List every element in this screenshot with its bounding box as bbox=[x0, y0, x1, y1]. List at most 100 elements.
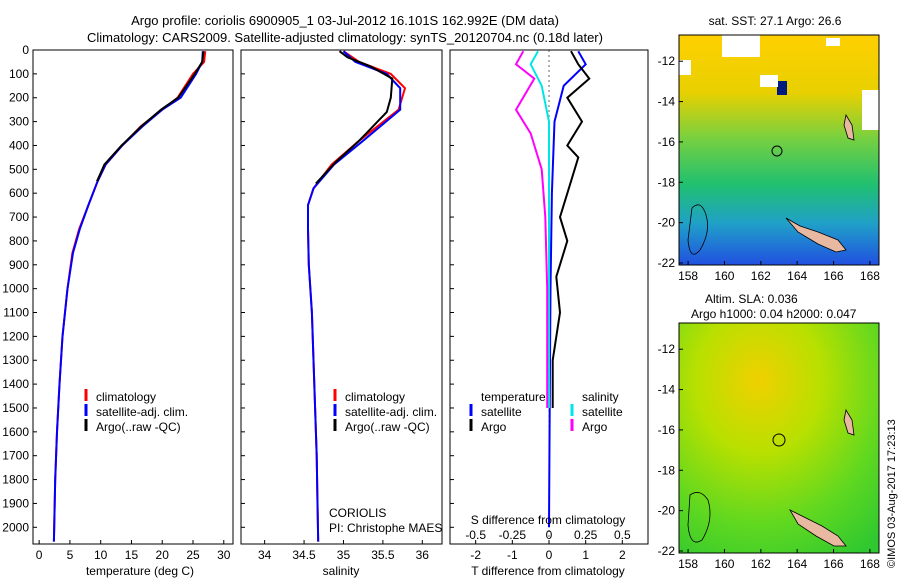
sal-x-tick-label: 36 bbox=[416, 548, 430, 562]
diff-legend-sal-satellite: satellite bbox=[582, 405, 623, 419]
diff-legend-salinity-title: salinity bbox=[582, 390, 619, 404]
land-mask-patch bbox=[862, 90, 879, 130]
vanuatu-coast bbox=[843, 408, 855, 436]
map-y-tick-label: -20 bbox=[658, 216, 676, 230]
temperature-axis-label: temperature (deg C) bbox=[86, 564, 194, 578]
map-y-tick-label: -18 bbox=[658, 463, 676, 477]
diff-x-tick-label: 2 bbox=[619, 548, 626, 562]
new-caledonia-coast bbox=[788, 509, 847, 547]
temp-legend-satellite: satellite-adj. clim. bbox=[96, 405, 188, 419]
imos-credit: ©IMOS 03-Aug-2017 17:23:13 bbox=[886, 419, 898, 568]
map-x-tick-label: 166 bbox=[824, 269, 844, 283]
land-mask-patch bbox=[760, 75, 778, 87]
diff-top-tick-label: -0.25 bbox=[499, 528, 527, 542]
annotation-pi: PI: Christophe MAES bbox=[329, 521, 442, 535]
diff-top-tick-label: 0.25 bbox=[574, 528, 598, 542]
depth-tick-label: 300 bbox=[9, 115, 29, 129]
depth-tick-label: 200 bbox=[9, 91, 29, 105]
map-y-tick-label: -16 bbox=[658, 423, 676, 437]
map-x-tick-label: 166 bbox=[824, 557, 844, 571]
diff-x-tick-label: -2 bbox=[470, 548, 481, 562]
temp-x-tick-label: 0 bbox=[36, 548, 43, 562]
map-y-tick-label: -12 bbox=[658, 54, 676, 68]
depth-tick-label: 600 bbox=[9, 186, 29, 200]
bathymetry-contour bbox=[687, 492, 711, 543]
sal-plot-frame bbox=[240, 49, 443, 545]
map-x-tick-label: 158 bbox=[678, 557, 698, 571]
map-y-tick-label: -16 bbox=[658, 135, 676, 149]
sla-map-frame bbox=[678, 322, 880, 554]
diff-series-line-0 bbox=[548, 50, 587, 528]
depth-tick-label: 1200 bbox=[2, 329, 29, 343]
sal-series-line-0 bbox=[307, 50, 407, 542]
diff-legend-temp-satellite: satellite bbox=[481, 405, 522, 419]
sst-map-title: sat. SST: 27.1 Argo: 26.6 bbox=[709, 14, 842, 28]
diff-x-tick-label: -1 bbox=[507, 548, 518, 562]
depth-tick-label: 1700 bbox=[2, 449, 29, 463]
vanuatu-coast bbox=[843, 113, 855, 141]
map-x-tick-label: 164 bbox=[787, 557, 807, 571]
figure-title-line2: Climatology: CARS2009. Satellite-adjuste… bbox=[87, 30, 603, 45]
argo-location-marker bbox=[771, 145, 783, 157]
temp-x-tick-label: 10 bbox=[94, 548, 108, 562]
map-y-tick-label: -22 bbox=[658, 256, 676, 270]
diff-legend-temperature-title: temperature bbox=[481, 390, 546, 404]
land-mask-patch bbox=[826, 38, 840, 46]
map-x-tick-label: 168 bbox=[860, 269, 880, 283]
depth-tick-label: 500 bbox=[9, 162, 29, 176]
diff-series-line-1 bbox=[551, 50, 591, 408]
temp-legend-climatology: climatology bbox=[96, 390, 156, 404]
sal-legend-argo: Argo(..raw -QC) bbox=[345, 420, 430, 434]
diff-legend-temp-argo: Argo bbox=[481, 420, 507, 434]
depth-tick-label: 400 bbox=[9, 138, 29, 152]
sst-cold-patch bbox=[777, 81, 787, 95]
diff-top-tick-label: 0.5 bbox=[614, 528, 631, 542]
depth-tick-label: 700 bbox=[9, 210, 29, 224]
salinity-axis-label: salinity bbox=[323, 564, 360, 578]
depth-tick-label: 1400 bbox=[2, 377, 29, 391]
sla-map bbox=[678, 322, 880, 554]
difference-profile-panel: -2 -1 0 1 2-0.5 -0.25 0 0.25 0.5 bbox=[449, 49, 649, 562]
land-mask-patch bbox=[722, 35, 760, 57]
map-x-tick-label: 160 bbox=[714, 269, 734, 283]
depth-tick-label: 1600 bbox=[2, 425, 29, 439]
depth-tick-label: 1800 bbox=[2, 473, 29, 487]
t-difference-axis-label: T difference from climatology bbox=[471, 564, 625, 578]
sla-map-ticks: 158 160 162 164 166 168 -12 -14 -16 -18 -20 -22 bbox=[658, 342, 881, 571]
diff-top-tick-label: -0.5 bbox=[465, 528, 486, 542]
sal-x-tick-label: 34 bbox=[258, 548, 272, 562]
map-y-tick-label: -12 bbox=[658, 342, 676, 356]
temp-x-tick-label: 20 bbox=[156, 548, 170, 562]
depth-tick-label: 1000 bbox=[2, 282, 29, 296]
sal-x-tick-label: 35 bbox=[337, 548, 351, 562]
sla-map-field bbox=[679, 323, 879, 553]
temp-plot-frame bbox=[32, 49, 234, 545]
temp-legend-argo: Argo(..raw -QC) bbox=[96, 420, 181, 434]
depth-tick-label: 0 bbox=[22, 43, 29, 57]
sst-map-frame bbox=[678, 34, 880, 266]
diff-series-line-3 bbox=[514, 50, 549, 408]
map-x-tick-label: 162 bbox=[751, 269, 771, 283]
temp-x-tick-label: 30 bbox=[217, 548, 231, 562]
sst-map-field bbox=[679, 35, 879, 265]
temp-series-line-2 bbox=[96, 51, 205, 182]
depth-tick-label: 1900 bbox=[2, 496, 29, 510]
land-mask-patch bbox=[679, 60, 691, 75]
sal-x-tick-label: 35.5 bbox=[371, 548, 395, 562]
sla-map-title-line1: Altim. SLA: 0.036 bbox=[705, 292, 798, 306]
diff-series-line-2 bbox=[529, 50, 550, 408]
new-caledonia-coast bbox=[785, 217, 847, 253]
map-x-tick-label: 168 bbox=[860, 557, 880, 571]
salinity-profile-panel: 34 34.5 35 35.5 36 bbox=[240, 49, 443, 562]
sla-map-title-line2: Argo h1000: 0.04 h2000: 0.047 bbox=[691, 307, 857, 321]
bathymetry-contour bbox=[687, 204, 708, 255]
diff-legend-sal-argo: Argo bbox=[582, 420, 608, 434]
map-y-tick-label: -14 bbox=[658, 383, 676, 397]
temp-x-tick-label: 5 bbox=[67, 548, 74, 562]
temp-x-tick-label: 25 bbox=[186, 548, 200, 562]
map-y-tick-label: -20 bbox=[658, 504, 676, 518]
depth-tick-label: 1100 bbox=[3, 306, 29, 320]
figure-title-line1: Argo profile: coriolis 6900905_1 03-Jul-… bbox=[131, 13, 559, 28]
map-x-tick-label: 164 bbox=[787, 269, 807, 283]
